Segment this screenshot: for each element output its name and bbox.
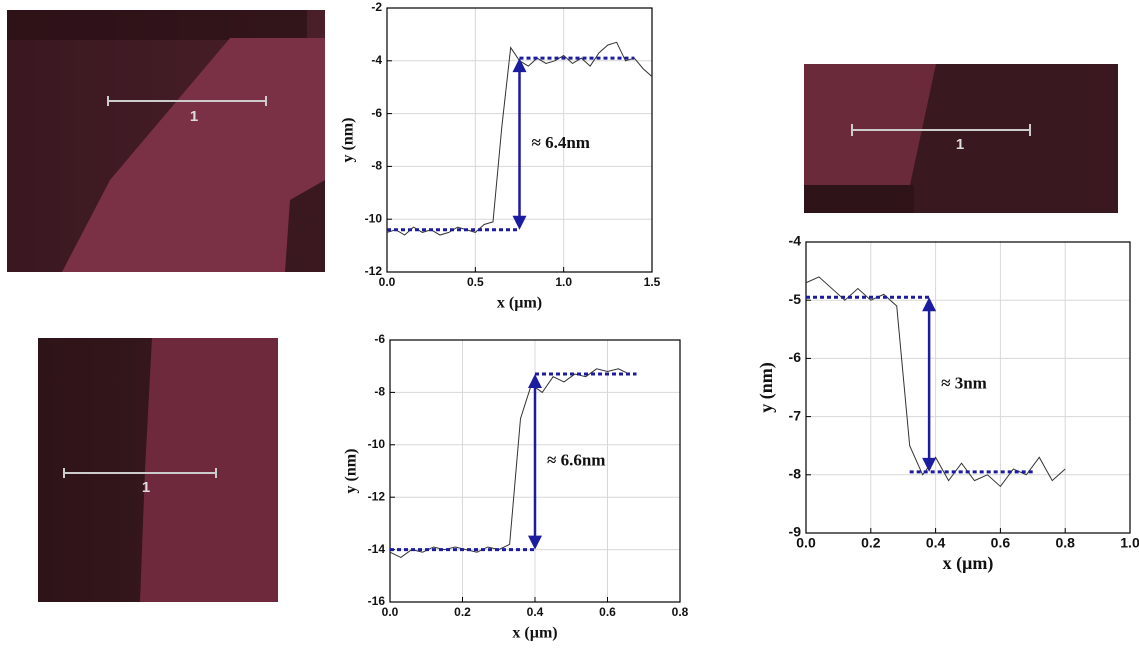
y-tick-label: -12: [368, 489, 386, 503]
plot-frame: [386, 7, 653, 273]
x-tick-label: 0.4: [926, 535, 946, 551]
y-axis-title: y (nm): [756, 362, 777, 413]
x-tick-label: 0.6: [599, 605, 616, 619]
afm-image: 1: [38, 338, 278, 602]
x-axis-title: x (µm): [512, 625, 557, 642]
data-line: [389, 368, 630, 559]
x-tick-label: 0.2: [454, 605, 471, 619]
y-tick-label: -8: [371, 159, 382, 173]
y-tick-label: -8: [789, 466, 802, 482]
x-tick-label: 0.2: [861, 535, 881, 551]
step-annotation: ≈ 6.6nm: [547, 451, 605, 470]
y-tick-label: -4: [789, 233, 802, 249]
afm-image: 1: [7, 10, 325, 272]
x-tick-label: 1.5: [644, 275, 661, 289]
y-tick-label: -2: [371, 0, 382, 14]
x-tick-label: 0.0: [382, 605, 399, 619]
y-tick-label: -10: [368, 437, 386, 451]
arrow-head: [922, 297, 937, 312]
x-tick-label: 0.4: [527, 605, 544, 619]
y-tick-label: -14: [368, 542, 386, 556]
x-tick-label: 0.8: [1055, 535, 1075, 551]
x-tick-label: 0.6: [991, 535, 1011, 551]
y-tick-label: -16: [368, 594, 386, 608]
y-tick-label: -9: [789, 524, 802, 540]
afm-image: 1: [804, 64, 1118, 213]
arrow-head: [512, 58, 527, 73]
arrow-head: [528, 535, 542, 550]
chart: 0.0 0.2 0.4 0.6 0.8 1.0 -9 -8 -7 -6 -5 -4 x (µm) y (n…: [756, 233, 1139, 574]
y-tick-label: -5: [789, 291, 802, 307]
x-tick-label: 0.0: [379, 275, 396, 289]
arrow-head: [512, 215, 527, 230]
arrow-head: [528, 374, 542, 389]
y-tick-label: -10: [365, 211, 383, 225]
x-tick-label: 0.0: [796, 535, 816, 551]
step-annotation: ≈ 6.4nm: [532, 133, 590, 152]
scan-label: 1: [956, 136, 964, 153]
x-axis-title: x (µm): [497, 295, 542, 312]
y-tick-label: -4: [371, 53, 382, 67]
y-tick-label: -6: [789, 349, 802, 365]
plot-frame: [389, 339, 681, 603]
scan-label: 1: [190, 108, 198, 125]
arrow-head: [922, 457, 937, 472]
x-tick-label: 0.8: [672, 605, 689, 619]
y-tick-label: -12: [365, 264, 383, 278]
chart: 0.0 0.5 1.0 1.5 -12 -10 -8 -6 -4 -2 x (µm) y (nm) ≈ …: [340, 0, 661, 312]
y-tick-label: -6: [371, 106, 382, 120]
x-tick-label: 1.0: [555, 275, 572, 289]
y-tick-label: -7: [789, 407, 802, 423]
y-axis-title: y (nm): [340, 118, 357, 163]
x-axis-title: x (µm): [943, 553, 994, 574]
plot-frame: [805, 241, 1131, 534]
chart: 0.0 0.2 0.4 0.6 0.8 -16 -14 -12 -10 -8 -6 x (µm) y (…: [343, 332, 689, 642]
scan-label: 1: [142, 479, 150, 496]
step-annotation: ≈ 3nm: [941, 373, 987, 392]
x-tick-label: 1.0: [1120, 535, 1139, 551]
y-axis-title: y (nm): [343, 449, 360, 494]
y-tick-label: -8: [374, 385, 385, 399]
x-tick-label: 0.5: [467, 275, 484, 289]
y-tick-label: -6: [374, 332, 385, 346]
